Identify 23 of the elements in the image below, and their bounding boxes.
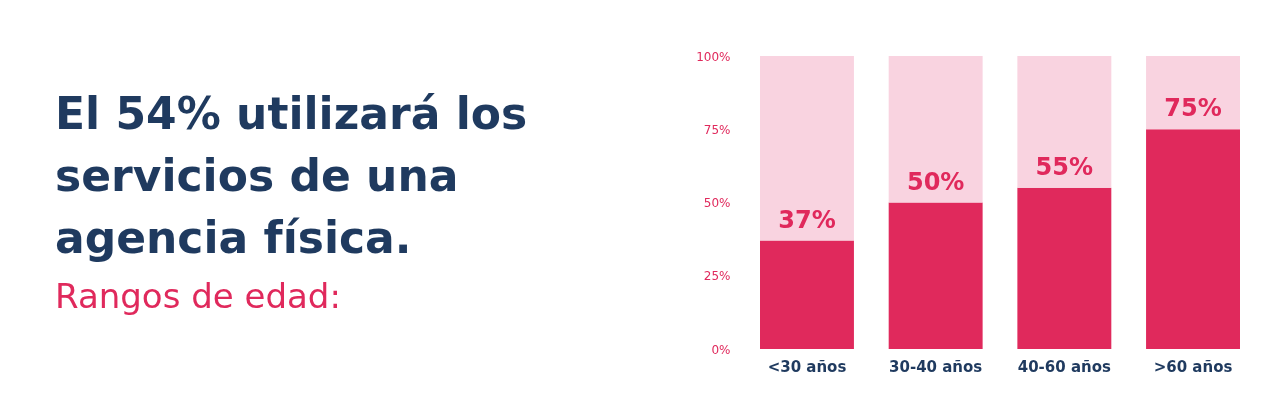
bar [888, 56, 983, 203]
bar [760, 240, 854, 349]
data-label: 55% [1035, 152, 1094, 181]
x-tick-label: >60 años [1153, 357, 1233, 376]
x-tick-label: 40-60 años [1017, 357, 1112, 376]
y-tick-label: 50% [703, 196, 731, 210]
x-tick-label: 30-40 años [889, 357, 983, 376]
x-tick-label: <30 años [767, 357, 847, 376]
y-tick-label: 75% [703, 122, 731, 137]
bar [760, 56, 854, 241]
bar [1146, 129, 1240, 349]
bar [1146, 56, 1240, 130]
bar [888, 202, 983, 349]
bar [1017, 56, 1112, 188]
y-tick-label: 25% [703, 269, 731, 284]
text: Rangos de edad: [55, 276, 341, 316]
data-label: 50% [906, 167, 965, 196]
bar [1017, 187, 1112, 349]
text: El 54% utilizará los servicios de una agencia física. [55, 88, 528, 263]
y-tick-label: 100% [696, 49, 731, 64]
data-label: 75% [1164, 94, 1222, 123]
data-label: 37% [778, 205, 836, 234]
y-tick-label: 0% [711, 342, 731, 357]
